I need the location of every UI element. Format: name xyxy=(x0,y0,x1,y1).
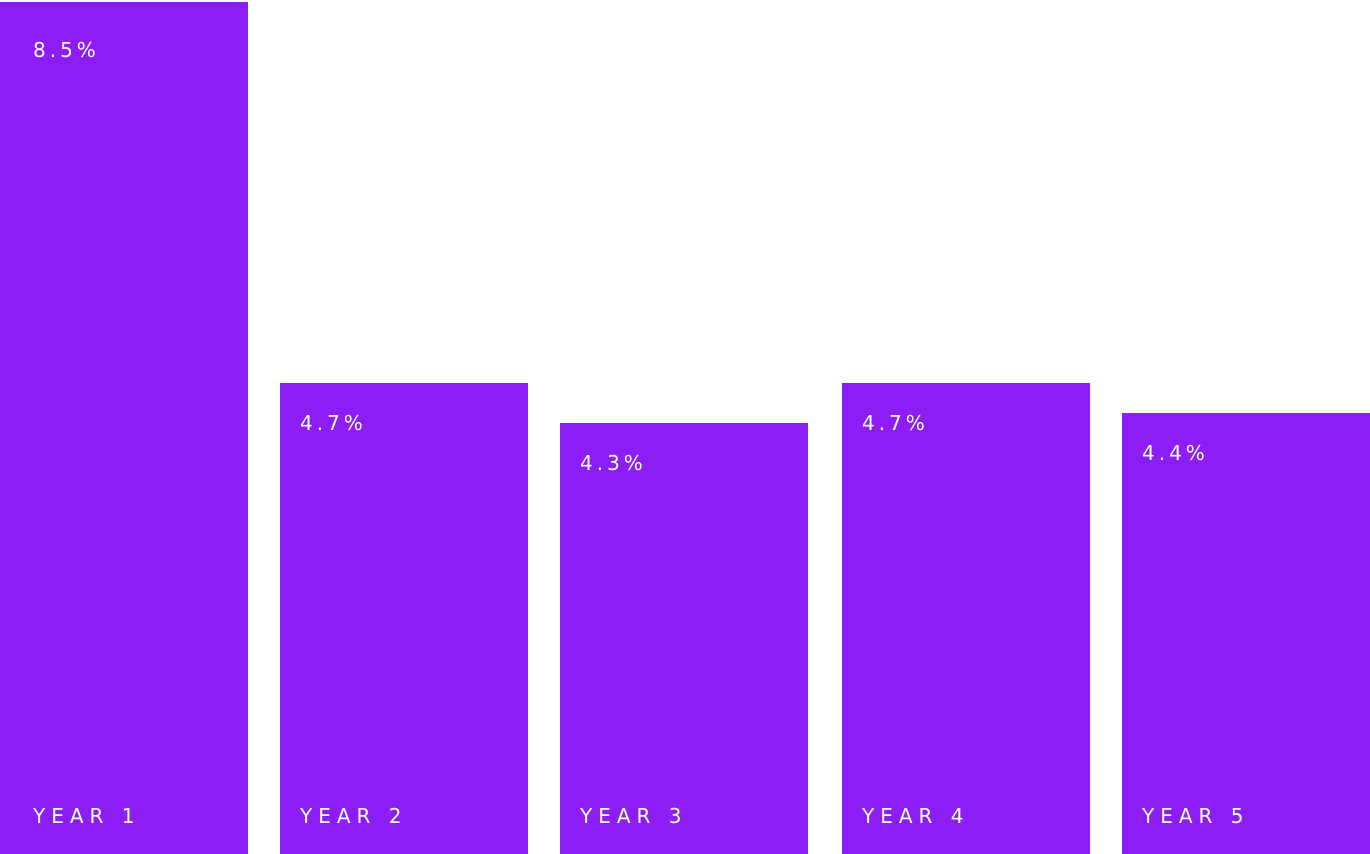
category-label: YEAR 1 xyxy=(33,804,141,828)
bar-5: 4.4% YEAR 5 xyxy=(1122,413,1370,854)
bar-4: 4.7% YEAR 4 xyxy=(842,383,1090,854)
bar-1: 8.5% YEAR 1 xyxy=(0,2,248,854)
value-label: 8.5% xyxy=(33,38,100,62)
value-label: 4.4% xyxy=(1142,441,1209,465)
bar-3: 4.3% YEAR 3 xyxy=(560,423,808,854)
value-label: 4.7% xyxy=(300,411,367,435)
category-label: YEAR 5 xyxy=(1142,804,1250,828)
category-label: YEAR 2 xyxy=(300,804,408,828)
category-label: YEAR 4 xyxy=(862,804,970,828)
value-label: 4.3% xyxy=(580,451,647,475)
value-label: 4.7% xyxy=(862,411,929,435)
category-label: YEAR 3 xyxy=(580,804,688,828)
bar-2: 4.7% YEAR 2 xyxy=(280,383,528,854)
